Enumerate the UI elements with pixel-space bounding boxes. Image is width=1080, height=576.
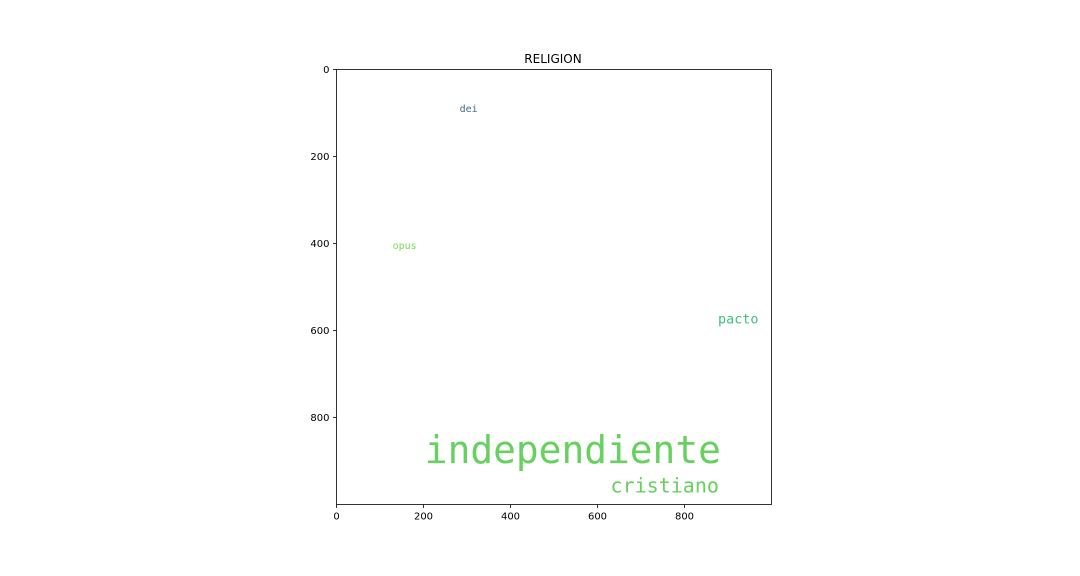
x-tick-label: 600 (588, 512, 607, 523)
y-tick-label: 0 (323, 65, 329, 76)
y-tick-label: 800 (310, 413, 329, 424)
word-cristiano: cristiano (611, 473, 719, 497)
y-tick-label: 400 (310, 239, 329, 250)
y-axis: 0 200 400 600 800 (310, 65, 337, 424)
chart-title: RELIGION (524, 52, 581, 66)
word-opus: opus (393, 241, 417, 252)
y-tick-label: 200 (310, 152, 329, 163)
axes-frame (336, 69, 772, 505)
word-dei: dei (460, 104, 478, 115)
word-pacto: pacto (718, 312, 759, 328)
word-independiente: independiente (425, 428, 721, 472)
y-tick-label: 600 (310, 326, 329, 337)
x-tick-label: 200 (414, 512, 433, 523)
x-tick-label: 400 (501, 512, 520, 523)
x-tick-label: 0 (333, 512, 339, 523)
x-axis: 0 200 400 600 800 (333, 504, 694, 523)
x-tick-label: 800 (675, 512, 694, 523)
